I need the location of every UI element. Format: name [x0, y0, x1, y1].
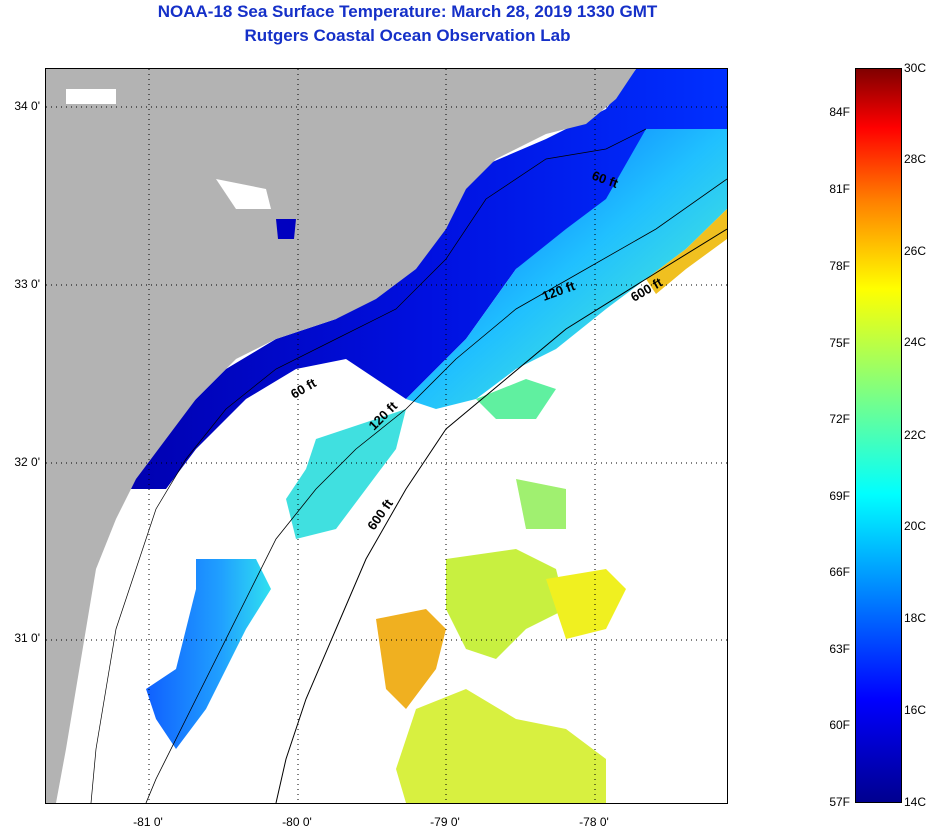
lon-label-79: -79 0': [430, 815, 460, 829]
colorbar-label-28c: 28C: [904, 152, 927, 166]
colorbar-label-57f: 57F: [829, 795, 850, 809]
contour-600ft: [275, 228, 727, 803]
colorbar-label-81f: 81F: [829, 182, 850, 196]
colorbar-label-26c: 26C: [904, 244, 927, 258]
lon-label-78: -78 0': [579, 815, 609, 829]
colorbar-label-60f: 60F: [829, 718, 850, 732]
colorbar-label-18c: 18C: [904, 611, 927, 625]
temperature-colorbar: [855, 68, 902, 803]
lat-label-32: 32 0': [14, 455, 40, 469]
inland-water-1: [216, 179, 271, 209]
grid-lines: [46, 69, 727, 803]
lat-label-31: 31 0': [14, 631, 40, 645]
offshore-warm-patch-6: [476, 379, 556, 419]
offshore-warm-patch-3: [396, 689, 606, 803]
colorbar-label-20c: 20C: [904, 519, 927, 533]
inland-water-3: [66, 89, 116, 104]
map-subtitle: Rutgers Coastal Ocean Observation Lab: [244, 26, 571, 45]
land-mass: [46, 69, 636, 803]
inland-water-2: [276, 219, 296, 239]
offshore-warm-patch-4: [546, 569, 626, 639]
offshore-warm-patch-5: [516, 479, 566, 529]
contour-60ft: [90, 128, 647, 803]
colorbar-label-75f: 75F: [829, 336, 850, 350]
lat-label-33: 33 0': [14, 277, 40, 291]
colorbar-label-69f: 69F: [829, 489, 850, 503]
colorbar-label-72f: 72F: [829, 412, 850, 426]
nearshore-cold-water: [126, 69, 727, 489]
lon-label-81: -81 0': [133, 815, 163, 829]
colorbar-label-66f: 66F: [829, 565, 850, 579]
lat-label-34: 34 0': [14, 99, 40, 113]
mid-shelf-patch: [286, 409, 406, 539]
southern-shelf-patch: [146, 559, 271, 749]
colorbar-label-24c: 24C: [904, 335, 927, 349]
colorbar-label-14c: 14C: [904, 795, 927, 809]
gulf-stream-edge: [646, 209, 727, 294]
colorbar-label-78f: 78F: [829, 259, 850, 273]
colorbar-label-63f: 63F: [829, 642, 850, 656]
colorbar-label-84f: 84F: [829, 105, 850, 119]
shelf-water: [406, 129, 727, 409]
offshore-warm-patch-1: [446, 549, 566, 659]
colorbar-label-22c: 22C: [904, 428, 927, 442]
colorbar-label-30c: 30C: [904, 61, 927, 75]
contour-120ft: [145, 178, 727, 803]
colorbar-label-16c: 16C: [904, 703, 927, 717]
lon-label-80: -80 0': [282, 815, 312, 829]
sst-map: 60 ft 120 ft 600 ft 60 ft 120 ft 600 ft: [45, 68, 728, 804]
offshore-warm-patch-2: [376, 609, 446, 709]
sst-map-canvas: 60 ft 120 ft 600 ft 60 ft 120 ft 600 ft: [46, 69, 727, 803]
map-title: NOAA-18 Sea Surface Temperature: March 2…: [157, 2, 658, 21]
